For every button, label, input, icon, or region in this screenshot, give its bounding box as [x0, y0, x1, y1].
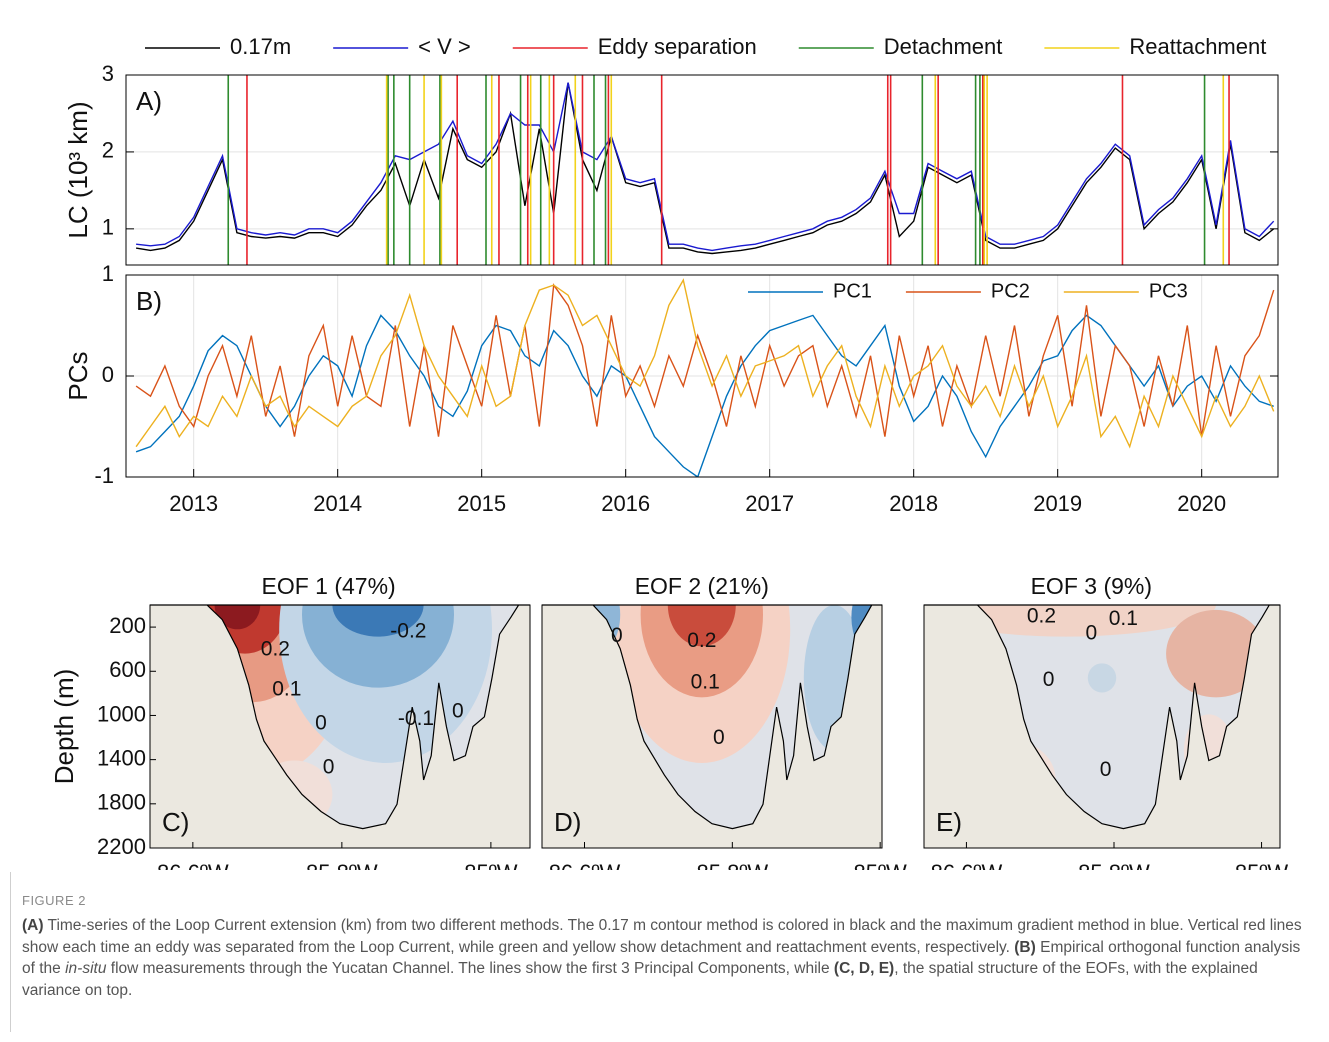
field-patch: [1166, 609, 1266, 698]
series-line: [135, 283, 1275, 437]
figure: 1 2 3 A) LC (10³ km) 0.17m < V > Eddy separatio…: [49, 34, 1289, 870]
x-tick-label: 2019: [1033, 491, 1082, 516]
bathymetry: [150, 604, 530, 830]
panel-title: EOF 1 (47%): [261, 573, 395, 599]
plot-frame: [541, 604, 883, 849]
x-tick-label: 85ºW: [854, 860, 908, 870]
contour-label: 0: [323, 755, 335, 778]
legend-label: Detachment: [884, 34, 1003, 59]
contour-label: 0: [713, 726, 725, 749]
contour-label: 0.1: [691, 670, 720, 693]
panel-title: EOF 2 (21%): [635, 573, 769, 599]
contour-label: 0.2: [261, 638, 290, 661]
x-tick-label: 85.8ºW: [1078, 860, 1150, 870]
panel-title: EOF 3 (9%): [1031, 573, 1152, 599]
caption-text: , the spatial structure of the EOFs, wit…: [22, 960, 1258, 999]
y-tick-label: 1: [102, 261, 114, 286]
series-line: [136, 82, 1275, 252]
caption-label: FIGURE 2: [22, 893, 86, 908]
y-tick-label: 1: [102, 215, 114, 240]
field-patch: [332, 605, 424, 637]
panel-label: C): [162, 807, 189, 837]
contour-label: -0.1: [398, 707, 434, 730]
contour-label: 0: [1085, 622, 1097, 645]
caption-text: Time-series of the Loop Current extensio…: [22, 917, 1302, 956]
panel-label: D): [554, 807, 581, 837]
y-tick-label: 2: [102, 138, 114, 163]
field-patch: [1087, 663, 1117, 693]
plot-frame: [125, 74, 1279, 266]
plot-lines: [135, 278, 1275, 477]
y-tick-label: 200: [109, 613, 146, 638]
x-tick-label: 85.8ºW: [697, 860, 769, 870]
caption: (A) Time-series of the Loop Current exte…: [22, 915, 1312, 1001]
caption-rule: [10, 872, 11, 1032]
caption-text: Empirical orthogonal function analysis o…: [22, 938, 1301, 978]
y-axis-label: PCs: [63, 351, 93, 400]
caption-text: flow measurements through the Yucatan Ch…: [106, 960, 834, 977]
x-tick-label: 2020: [1177, 491, 1226, 516]
x-tick-label: 2016: [601, 491, 650, 516]
y-tick-label: 0: [102, 362, 114, 387]
panel-label: E): [936, 807, 962, 837]
y-tick-label: 2200: [97, 834, 146, 859]
contour-label: 0.2: [1027, 605, 1056, 628]
x-tick-label: 86.6ºW: [157, 860, 229, 870]
legend-label: PC3: [1149, 280, 1188, 302]
x-tick-label: 2018: [889, 491, 938, 516]
caption-italic: in-situ: [65, 960, 107, 977]
legend-label: PC1: [833, 280, 872, 302]
y-tick-label: 3: [102, 61, 114, 86]
series-line: [135, 82, 1275, 255]
legend-label: 0.17m: [230, 34, 291, 59]
bathymetry: [924, 604, 1280, 830]
panel-label: A): [136, 86, 162, 116]
legend-label: PC2: [991, 280, 1030, 302]
contour-label: 0: [452, 699, 464, 722]
contour-label: 0: [1100, 758, 1112, 781]
y-tick-label: -1: [94, 463, 114, 488]
x-tick-label: 2017: [745, 491, 794, 516]
x-tick-label: 2014: [313, 491, 362, 516]
x-tick-label: 2013: [169, 491, 218, 516]
y-axis-label: LC (10³ km): [63, 101, 93, 238]
legend-label: Reattachment: [1129, 34, 1266, 59]
caption-bold: (C, D, E): [833, 960, 895, 977]
x-tick-label: 85ºW: [1235, 860, 1289, 870]
panel-label: B): [136, 286, 162, 316]
x-tick-label: 85ºW: [464, 860, 518, 870]
y-tick-label: 1000: [97, 701, 146, 726]
x-tick-label: 86.6ºW: [549, 860, 621, 870]
contour-label: 0.1: [272, 678, 301, 701]
contour-label: 0.1: [1109, 607, 1138, 630]
contour-label: 0: [1043, 668, 1055, 691]
legend-label: < V >: [418, 34, 471, 59]
contour-label: 0.2: [687, 629, 716, 652]
plot-frame: [125, 274, 1279, 478]
y-tick-label: 1400: [97, 745, 146, 770]
contour-label: -0.2: [390, 619, 426, 642]
caption-bold: (B): [1014, 938, 1036, 956]
caption-bold: (A): [22, 917, 44, 934]
y-axis-label: Depth (m): [49, 669, 79, 785]
y-tick-label: 600: [109, 657, 146, 682]
contour-label: 0: [315, 712, 327, 735]
series-line: [135, 278, 1275, 449]
y-tick-label: 1800: [97, 790, 146, 815]
plot-lines: [135, 75, 1275, 265]
x-tick-label: 2015: [457, 491, 506, 516]
x-tick-label: 85.8ºW: [306, 860, 378, 870]
plot-frame: [923, 604, 1281, 849]
contour-label: 0: [611, 624, 623, 647]
bathymetry: [542, 604, 882, 830]
x-tick-label: 86.6ºW: [931, 860, 1003, 870]
plot-frame: [149, 604, 531, 849]
legend-label: Eddy separation: [598, 34, 757, 59]
